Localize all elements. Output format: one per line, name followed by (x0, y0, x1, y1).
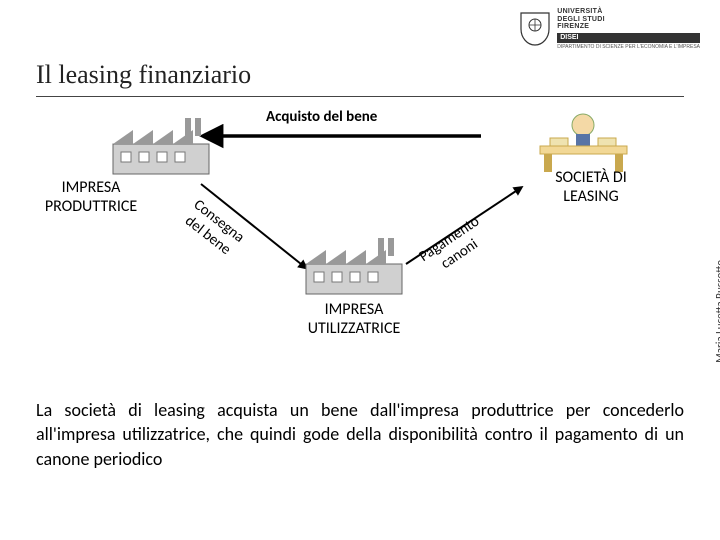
produttrice-line1: IMPRESA (62, 178, 121, 197)
factory-icon-utilizzatrice (304, 236, 404, 296)
leasing-line1: SOCIETÀ DI (555, 168, 627, 187)
desk-icon-leasing (536, 110, 631, 175)
university-crest-icon (519, 11, 551, 47)
leasing-diagram: Acquisto del bene IMPRESA PRODUTTRICE (36, 106, 684, 366)
leasing-line2: LEASING (563, 187, 618, 206)
description-paragraph: La società di leasing acquista un bene d… (36, 398, 684, 471)
node-label-leasing: SOCIETÀ DI LEASING (531, 168, 651, 206)
university-name-1: UNIVERSITÀ (557, 8, 700, 16)
logo-text: UNIVERSITÀ DEGLI STUDI FIRENZE DISEI DIP… (557, 8, 700, 50)
factory-icon-produttrice (111, 116, 211, 176)
institution-header: UNIVERSITÀ DEGLI STUDI FIRENZE DISEI DIP… (519, 8, 700, 50)
author-credit: Maria Lucetta Russotto (714, 260, 720, 363)
page-title: Il leasing finanziario (36, 60, 251, 90)
department-code: DISEI (557, 33, 700, 43)
utilizzatrice-line2: UTILIZZATRICE (308, 319, 401, 338)
university-name-2: DEGLI STUDI (557, 16, 700, 24)
department-subtitle: DIPARTIMENTO DI SCIENZE PER L'ECONOMIA E… (557, 45, 700, 51)
node-label-produttrice: IMPRESA PRODUTTRICE (36, 178, 146, 216)
university-name-3: FIRENZE (557, 23, 700, 31)
node-label-utilizzatrice: IMPRESA UTILIZZATRICE (294, 300, 414, 338)
utilizzatrice-line1: IMPRESA (325, 300, 384, 319)
title-underline (36, 96, 684, 97)
produttrice-line2: PRODUTTRICE (45, 197, 137, 216)
